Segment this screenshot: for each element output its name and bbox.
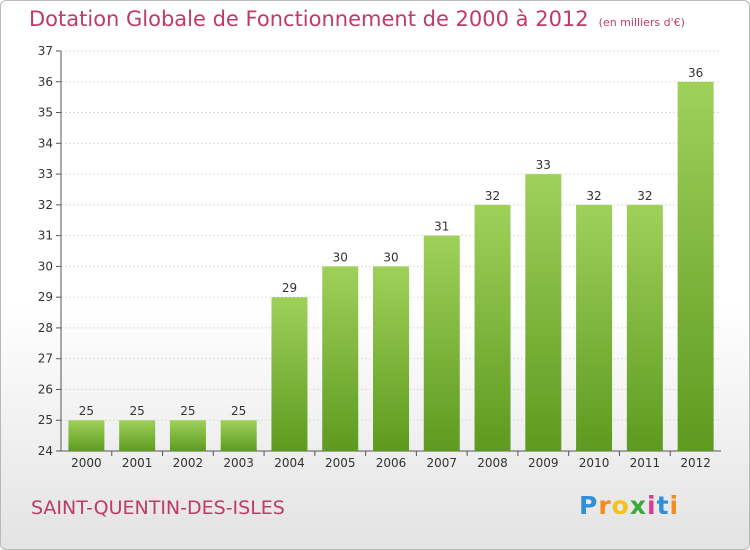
y-tick-label: 33 [38,167,53,181]
x-tick-label-2004: 2004 [274,456,305,470]
value-label-2003: 25 [231,404,246,418]
bar-2003 [220,420,257,451]
value-label-2008: 32 [485,189,500,203]
x-tick-label-2005: 2005 [325,456,356,470]
value-label-2009: 33 [536,158,551,172]
y-tick-label: 27 [38,352,53,366]
x-tick-label-2002: 2002 [173,456,204,470]
x-tick-label-2001: 2001 [122,456,153,470]
y-tick-label: 35 [38,106,53,120]
logo-letter: P [579,491,599,520]
bar-2007 [423,235,460,451]
x-tick-label-2008: 2008 [477,456,508,470]
value-label-2010: 32 [586,189,601,203]
value-label-2006: 30 [383,250,398,264]
bar-2002 [169,420,206,451]
y-tick-label: 30 [38,259,53,273]
y-tick-label: 31 [38,229,53,243]
commune-name: SAINT-QUENTIN-DES-ISLES [31,497,285,519]
bar-2004 [271,297,308,451]
y-tick-label: 34 [38,136,53,150]
x-tick-label-2003: 2003 [223,456,254,470]
logo-letter: i [669,491,680,520]
labels: 24 25 26 27 28 29 30 31 32 33 34 35 36 37 25 2000 25 2001… [38,44,711,470]
value-label-2004: 29 [282,281,297,295]
bar-2005 [322,266,359,451]
bar-2008 [474,204,511,451]
x-tick-label-2010: 2010 [579,456,610,470]
x-tick-label-2011: 2011 [630,456,661,470]
bar-2000 [68,420,105,451]
chart-title-text: Dotation Globale de Fonctionnement de 20… [29,7,589,31]
bars [68,81,714,452]
bar-2011 [626,204,663,451]
x-tick-label-2012: 2012 [680,456,711,470]
logo-letter: r [598,491,612,520]
y-tick-label: 24 [38,444,53,458]
bar-2001 [119,420,156,451]
value-label-2012: 36 [688,66,703,80]
logo-letter: t [656,491,670,520]
y-tick-label: 37 [38,44,53,58]
x-tick-label-2007: 2007 [426,456,457,470]
x-tick-label-2009: 2009 [528,456,559,470]
y-tick-label: 28 [38,321,53,335]
value-label-2007: 31 [434,220,449,234]
y-tick-label: 25 [38,413,53,427]
y-tick-label: 26 [38,382,53,396]
y-tick-label: 32 [38,198,53,212]
proxiti-logo: Proxiti [579,491,679,520]
logo-letter: i [647,491,657,520]
y-tick-label: 29 [38,290,53,304]
bar-2010 [576,204,613,451]
value-label-2000: 25 [79,404,94,418]
logo-letter: x [629,491,647,520]
bar-2009 [525,174,562,452]
y-tick-label: 36 [38,75,53,89]
chart-title: Dotation Globale de Fonctionnement de 20… [29,7,685,31]
value-label-2011: 32 [637,189,652,203]
logo-letter: o [611,491,630,520]
value-label-2005: 30 [333,250,348,264]
bar-2006 [373,266,409,451]
value-label-2001: 25 [130,404,145,418]
value-label-2002: 25 [180,404,195,418]
x-tick-label-2006: 2006 [376,456,407,470]
chart-unit: (en milliers d'€) [598,16,685,29]
x-tick-label-2000: 2000 [71,456,102,470]
bar-2012 [677,81,714,452]
